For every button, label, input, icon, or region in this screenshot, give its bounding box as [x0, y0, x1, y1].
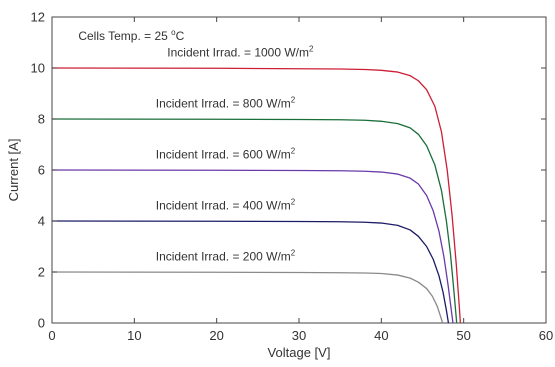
x-tick-label: 60 [539, 328, 553, 343]
curve-label-text: Incident Irrad. = 1000 W/m [167, 46, 309, 60]
y-tick-label: 2 [38, 265, 45, 280]
curve-label-superscript: 2 [291, 198, 296, 207]
x-tick-label: 50 [456, 328, 470, 343]
curve-label-2: Incident Irrad. = 600 W/m2 [156, 147, 296, 162]
curve-label-text: Incident Irrad. = 600 W/m [156, 148, 291, 162]
cells-temp-annotation: Cells Temp. = 25 oC [78, 28, 184, 43]
x-tick-label: 40 [374, 328, 388, 343]
iv-curve-1 [51, 118, 458, 324]
curve-label-text: Incident Irrad. = 200 W/m [156, 250, 291, 264]
iv-curve-0 [51, 67, 462, 324]
curves-layer [51, 67, 462, 324]
y-axis-label: Current [A] [6, 139, 21, 202]
curve-label-superscript: 2 [291, 96, 296, 105]
curve-label-text: Incident Irrad. = 400 W/m [156, 199, 291, 213]
x-tick-label: 30 [292, 328, 306, 343]
x-tick-label: 20 [209, 328, 223, 343]
cells-temp-unit: C [176, 29, 185, 43]
x-tick-label: 10 [127, 328, 141, 343]
y-tick-label: 8 [38, 112, 45, 127]
curve-label-1: Incident Irrad. = 800 W/m2 [156, 96, 296, 111]
y-tick-label: 0 [38, 316, 45, 331]
iv-curve-4 [51, 271, 444, 324]
x-axis-label: Voltage [V] [268, 345, 331, 360]
iv-curve-3 [51, 220, 450, 324]
y-tick-label: 6 [38, 163, 45, 178]
cells-temp-degree: o [171, 28, 176, 37]
curve-label-0: Incident Irrad. = 1000 W/m2 [167, 45, 314, 60]
x-tick-label: 0 [48, 328, 55, 343]
curve-label-superscript: 2 [291, 249, 296, 258]
curve-label-superscript: 2 [309, 45, 314, 54]
iv-curve-2 [51, 169, 454, 324]
y-tick-label: 4 [38, 214, 45, 229]
y-tick-label: 12 [31, 10, 45, 25]
cells-temp-prefix: Cells Temp. = 25 [78, 29, 171, 43]
y-tick-label: 10 [31, 61, 45, 76]
curve-label-4: Incident Irrad. = 200 W/m2 [156, 249, 296, 264]
ticks-layer: 0 10 20 30 40 50 60 0 2 4 6 8 10 12 [31, 10, 554, 344]
curve-label-superscript: 2 [291, 147, 296, 156]
curve-label-text: Incident Irrad. = 800 W/m [156, 97, 291, 111]
curve-label-3: Incident Irrad. = 400 W/m2 [156, 198, 296, 213]
